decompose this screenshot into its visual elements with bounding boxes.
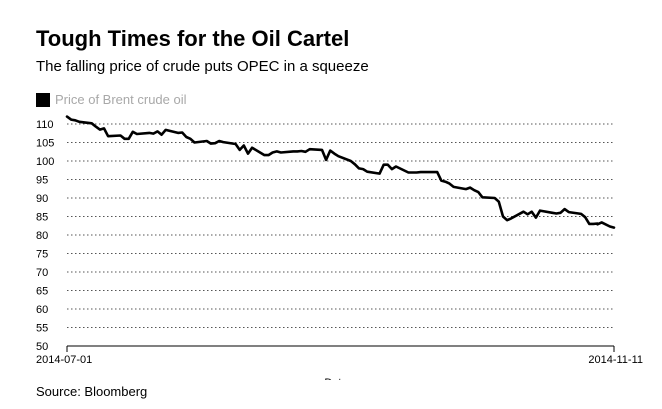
x-tick-label: 2014-11-11 — [588, 354, 643, 366]
y-tick-label: 100 — [36, 156, 54, 168]
x-tick-label: 2014-07-01 — [36, 354, 92, 366]
source-note: Source: Bloomberg — [36, 384, 148, 399]
y-tick-label: 90 — [36, 193, 48, 205]
y-tick-label: 60 — [36, 304, 48, 316]
x-axis-label: Date — [324, 377, 347, 380]
y-tick-label: 110 — [36, 119, 54, 131]
y-tick-label: 75 — [36, 249, 48, 261]
y-tick-label: 55 — [36, 323, 48, 335]
legend-label: Price of Brent crude oil — [55, 92, 187, 107]
chart-plot: 50 55 60 65 70 75 80 85 90 95 100 105 110 2014-07-01 2… — [36, 115, 643, 380]
chart-subtitle: The falling price of crude puts OPEC in … — [36, 58, 369, 75]
y-tick-label: 85 — [36, 212, 48, 224]
y-tick-label: 50 — [36, 341, 48, 353]
legend: Price of Brent crude oil — [36, 92, 187, 107]
y-tick-label: 80 — [36, 230, 48, 242]
y-tick-label: 70 — [36, 267, 48, 279]
series-line-brent — [65, 115, 616, 229]
chart-title: Tough Times for the Oil Cartel — [36, 26, 350, 51]
legend-swatch — [36, 92, 50, 107]
y-tick-label: 95 — [36, 175, 48, 187]
y-tick-label: 105 — [36, 138, 54, 150]
y-tick-label: 65 — [36, 286, 48, 298]
